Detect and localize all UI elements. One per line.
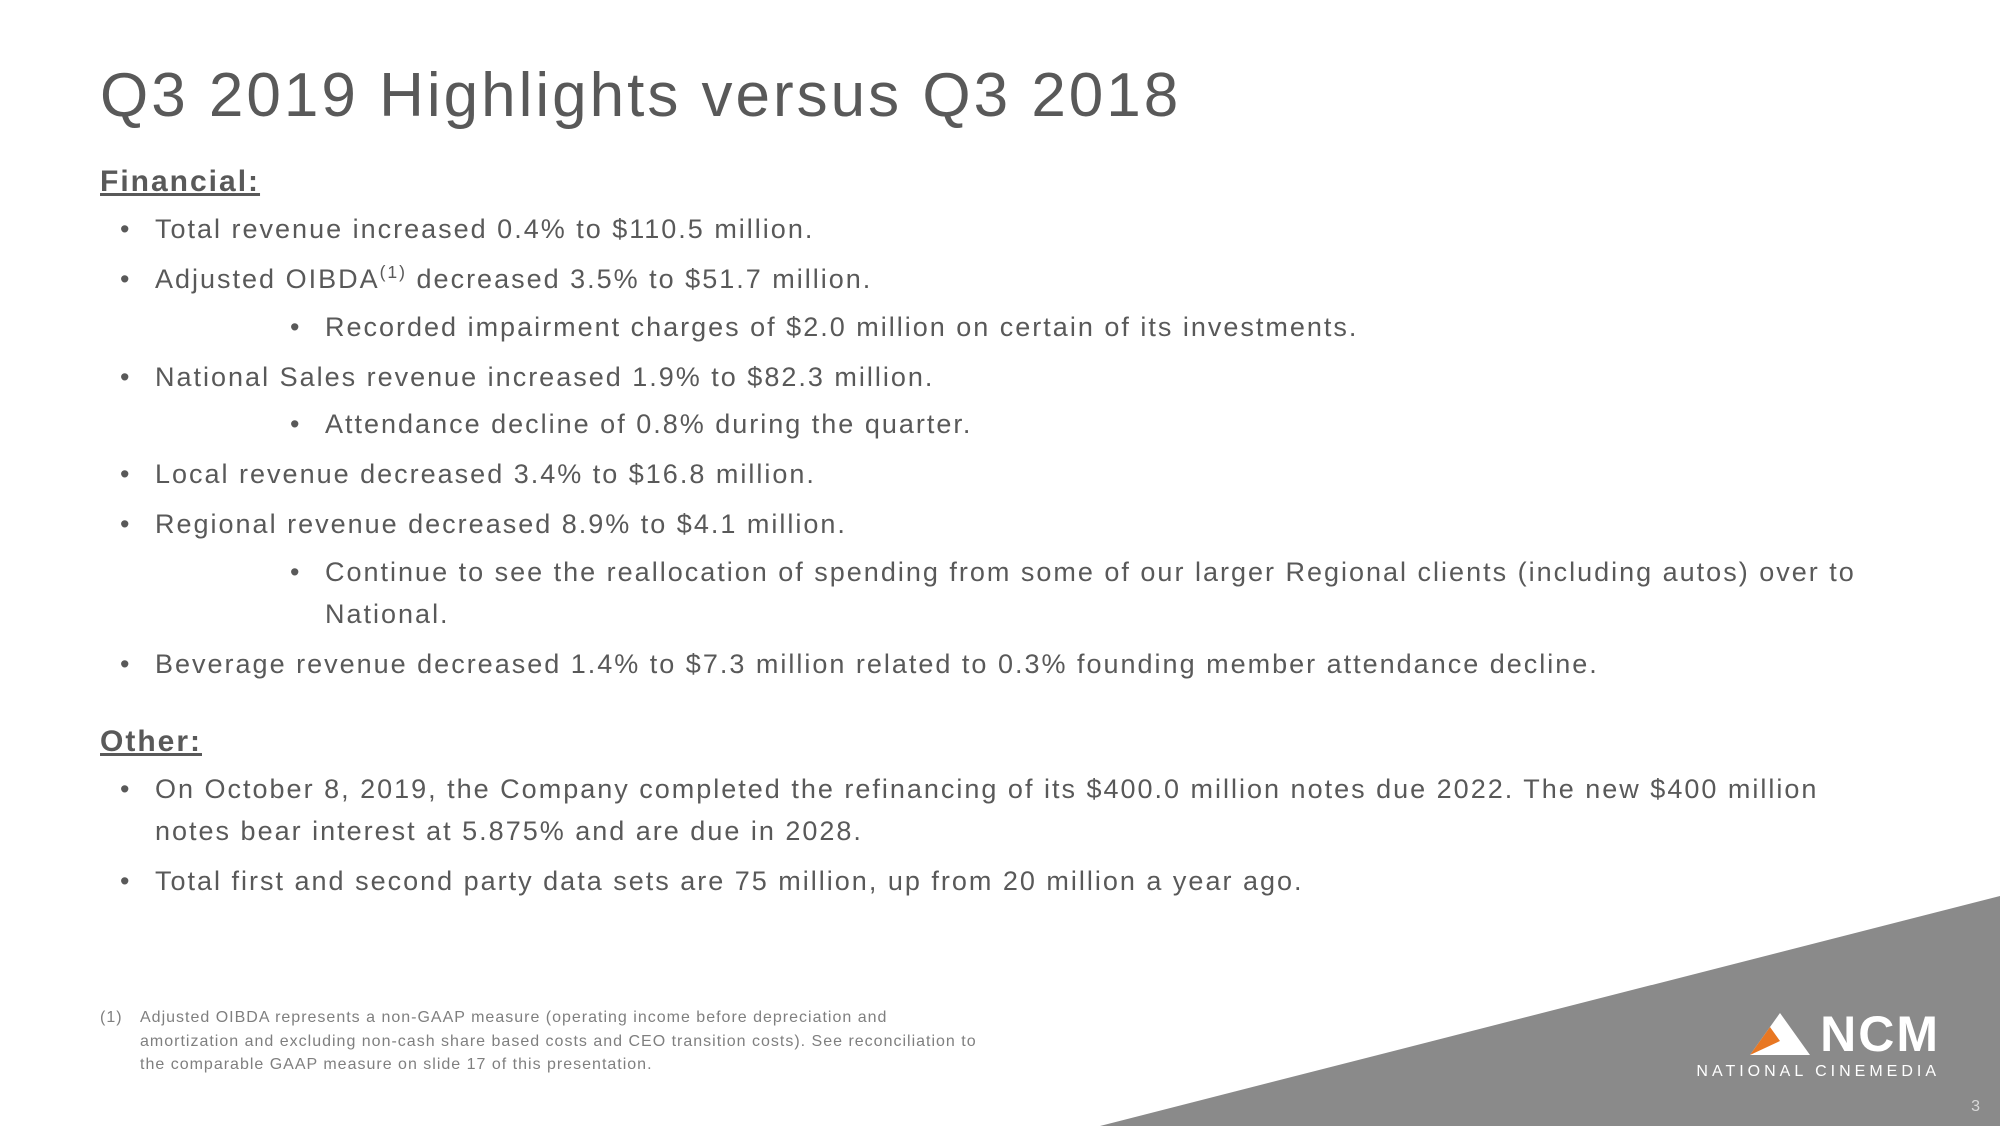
- financial-header: Financial:: [100, 165, 1900, 199]
- logo: NCM NATIONAL CINEMEDIA: [1696, 1009, 1940, 1081]
- other-header: Other:: [100, 725, 1900, 759]
- sub-bullet-item: Attendance decline of 0.8% during the qu…: [155, 404, 1900, 446]
- bullet-item: National Sales revenue increased 1.9% to…: [100, 357, 1900, 447]
- sub-bullets: Recorded impairment charges of $2.0 mill…: [155, 307, 1900, 349]
- financial-bullets: Total revenue increased 0.4% to $110.5 m…: [100, 209, 1900, 685]
- bullet-item: Total revenue increased 0.4% to $110.5 m…: [100, 209, 1900, 251]
- bullet-item: Adjusted OIBDA(1) decreased 3.5% to $51.…: [100, 259, 1900, 349]
- bullet-item: On October 8, 2019, the Company complete…: [100, 769, 1900, 853]
- sub-bullets: Attendance decline of 0.8% during the qu…: [155, 404, 1900, 446]
- sub-bullets: Continue to see the reallocation of spen…: [155, 552, 1900, 636]
- footnote: (1)Adjusted OIBDA represents a non-GAAP …: [100, 1006, 1000, 1076]
- footnote-text: Adjusted OIBDA represents a non-GAAP mea…: [140, 1006, 980, 1076]
- bullet-item: Beverage revenue decreased 1.4% to $7.3 …: [100, 644, 1900, 686]
- sub-bullet-item: Continue to see the reallocation of spen…: [155, 552, 1900, 636]
- slide: Q3 2019 Highlights versus Q3 2018 Financ…: [0, 0, 2000, 1126]
- bullet-item: Local revenue decreased 3.4% to $16.8 mi…: [100, 454, 1900, 496]
- ncm-logo-icon: [1750, 1013, 1810, 1055]
- sub-bullet-item: Recorded impairment charges of $2.0 mill…: [155, 307, 1900, 349]
- slide-title: Q3 2019 Highlights versus Q3 2018: [100, 60, 1181, 131]
- bullet-item: Regional revenue decreased 8.9% to $4.1 …: [100, 504, 1900, 636]
- footnote-number: (1): [100, 1006, 140, 1029]
- logo-subtext: NATIONAL CINEMEDIA: [1696, 1063, 1940, 1081]
- logo-text: NCM: [1820, 1009, 1940, 1059]
- slide-content: Financial: Total revenue increased 0.4% …: [100, 165, 1900, 911]
- other-bullets: On October 8, 2019, the Company complete…: [100, 769, 1900, 903]
- page-number: 3: [1971, 1098, 1980, 1116]
